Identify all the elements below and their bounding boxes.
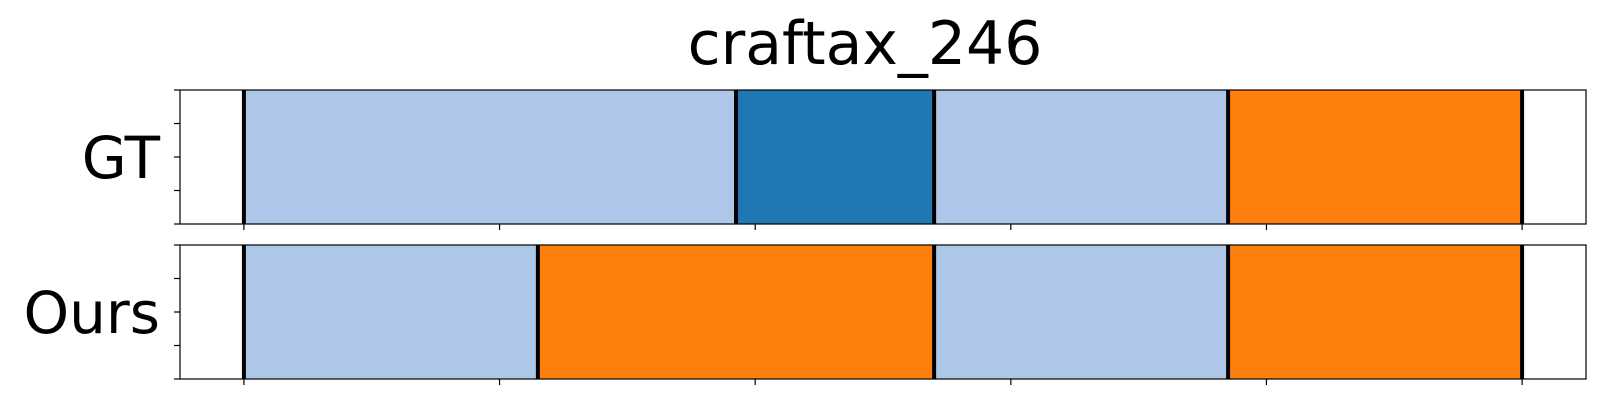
segment-bar xyxy=(244,245,538,379)
segment-bar xyxy=(934,245,1228,379)
row-label: GT xyxy=(82,124,161,192)
segment-bar xyxy=(538,245,934,379)
row-label: Ours xyxy=(24,279,160,347)
segment-bar xyxy=(1228,90,1522,224)
row-ours: Ours xyxy=(24,245,1586,385)
chart-title: craftax_246 xyxy=(688,9,1043,79)
segment-bar xyxy=(736,90,934,224)
segment-bar xyxy=(244,90,736,224)
segment-bar xyxy=(1228,245,1522,379)
rows-layer: GT Ours xyxy=(24,90,1586,385)
row-gt: GT xyxy=(82,90,1586,230)
segment-bar xyxy=(934,90,1228,224)
